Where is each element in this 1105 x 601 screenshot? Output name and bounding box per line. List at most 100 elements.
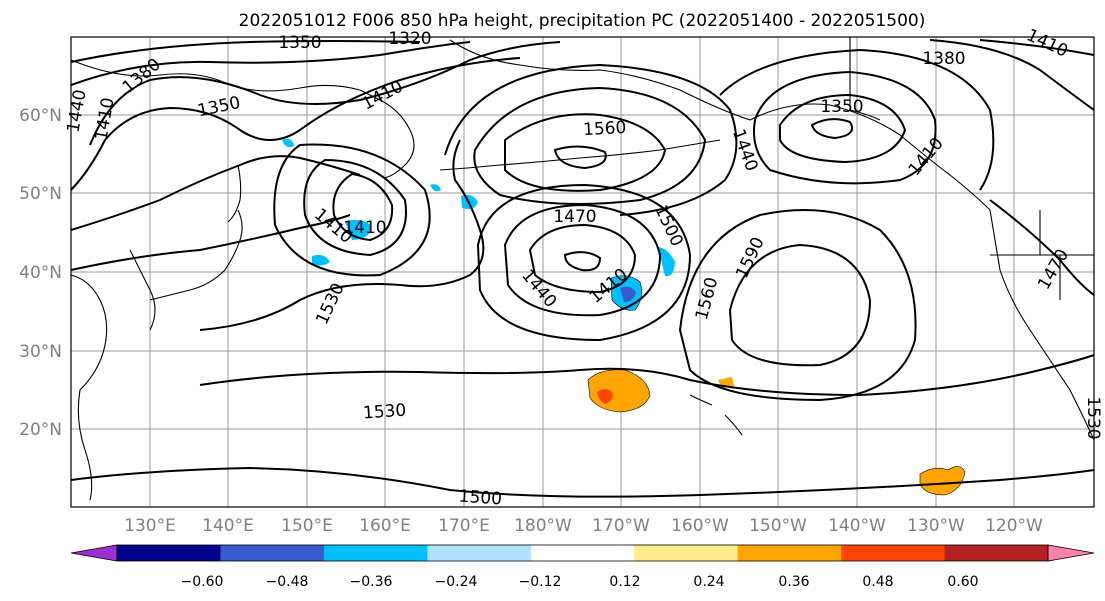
lon-label: 170°W xyxy=(592,516,650,536)
lon-label: 150°W xyxy=(749,516,807,536)
contour-low-1470 xyxy=(503,203,662,317)
colorbar-ticks: −0.60 −0.48 −0.36 −0.24 −0.12 0.12 0.24 … xyxy=(181,574,979,590)
coast-hawaii xyxy=(689,394,743,436)
contour-label: 1320 xyxy=(388,29,431,49)
contour-low-kuril-outer xyxy=(303,158,407,257)
colorbar-tick-label: 0.60 xyxy=(947,574,978,590)
graticule xyxy=(71,37,1094,507)
coast-japan xyxy=(149,209,243,301)
colorbar-cell xyxy=(737,545,842,561)
colorbar-tick-label: −0.60 xyxy=(181,574,224,590)
contour-low-alaska-inner xyxy=(810,118,854,140)
colorbar-cell xyxy=(117,545,221,561)
contour-1470-west xyxy=(70,214,351,271)
lon-label: 130°E xyxy=(124,516,176,536)
contour-1410-ne xyxy=(979,39,1095,56)
lon-label: 170°E xyxy=(438,516,490,536)
coast-aleutians xyxy=(439,139,721,171)
contour-label: 1530 xyxy=(1083,396,1103,439)
contour-high-1530 xyxy=(473,86,707,205)
contour-high-1560 xyxy=(504,113,667,192)
contour-low-1440 xyxy=(528,223,637,294)
colorbar-cell xyxy=(944,545,1049,561)
coast-alaska-west xyxy=(449,39,751,121)
contour-label: 1380 xyxy=(922,49,965,69)
lon-label: 160°W xyxy=(671,516,729,536)
contour-1500-south xyxy=(70,466,1095,498)
colorbar-cell xyxy=(427,545,532,561)
contour-label: 1410 xyxy=(343,218,386,238)
state-borders xyxy=(990,210,1094,300)
lon-label: 140°W xyxy=(828,516,886,536)
lon-label: 150°E xyxy=(281,516,333,536)
precip-negative-east xyxy=(658,247,675,277)
lon-label: 130°W xyxy=(907,516,965,536)
coast-kamchatka xyxy=(379,99,415,179)
contour-low-alaska-outer xyxy=(753,70,937,185)
contour-1440-west xyxy=(70,57,521,191)
colorbar-cell xyxy=(841,545,946,561)
contour-high-1560-east xyxy=(678,209,917,402)
contour-high-1590 xyxy=(728,243,872,367)
colorbar-tick-label: −0.12 xyxy=(519,574,562,590)
precip-negative-small xyxy=(430,184,441,192)
contour-label: 1560 xyxy=(583,118,627,140)
contour-low-alaska xyxy=(779,93,907,164)
contour-1470-east xyxy=(989,199,1095,296)
precip-negative-west xyxy=(312,254,330,266)
precip-shading xyxy=(282,138,966,496)
colorbar-tick-label: 0.12 xyxy=(609,574,640,590)
colorbar-cell xyxy=(530,545,635,561)
lat-label: 60°N xyxy=(19,106,62,126)
contour-low-1410-inner xyxy=(563,251,602,272)
contour-high-1500 xyxy=(444,63,738,216)
colorbar-cell xyxy=(220,545,325,561)
contour-1410-west xyxy=(89,41,561,146)
colorbar-tick-label: −0.24 xyxy=(435,574,478,590)
contour-label: 1470 xyxy=(553,207,596,227)
contour-low-kuril-inner xyxy=(332,172,394,242)
lat-label: 50°N xyxy=(19,184,62,204)
colorbar-outline xyxy=(116,544,1049,562)
contour-low-1500 xyxy=(476,183,692,342)
precip-negative-north xyxy=(282,138,294,148)
lon-label: 180°W xyxy=(514,516,572,536)
coast-china xyxy=(70,274,108,501)
precip-positive-0-36 xyxy=(597,389,613,404)
lat-label: 30°N xyxy=(19,342,62,362)
contour-north-2 xyxy=(70,41,471,86)
figure-title: 2022051012 F006 850 hPa height, precipit… xyxy=(239,11,926,31)
map-frame xyxy=(70,36,1095,508)
colorbar-cells xyxy=(71,545,1094,561)
contour-high-1560-inner xyxy=(553,145,607,170)
contour-1410-east xyxy=(719,48,995,191)
map-panel: 1350 1320 1380 1410 1440 1410 1350 1410 … xyxy=(63,25,1103,509)
colorbar-tick-label: 0.48 xyxy=(862,574,893,590)
border-alaska-canada xyxy=(849,37,881,121)
colorbar-cell xyxy=(323,545,428,561)
colorbar-tick-label: −0.36 xyxy=(350,574,393,590)
precip-positive-east xyxy=(919,466,966,496)
colorbar-extend-high xyxy=(1048,545,1094,561)
lon-labels: 130°E 140°E 150°E 160°E 170°E 180°W 170°… xyxy=(124,516,1043,536)
lon-label: 140°E xyxy=(202,516,254,536)
colorbar-extend-low xyxy=(71,545,117,561)
lon-label: 160°E xyxy=(359,516,411,536)
colorbar-tick-label: 0.36 xyxy=(778,574,809,590)
coast-sakhalin xyxy=(227,164,242,223)
coast-korea xyxy=(129,249,156,331)
lon-label: 120°W xyxy=(985,516,1043,536)
lat-label: 40°N xyxy=(19,263,62,283)
contour-label: 1350 xyxy=(820,97,863,117)
contour-label: 1350 xyxy=(278,33,321,53)
contour-label: 1500 xyxy=(458,487,503,510)
height-contours xyxy=(70,39,1095,498)
colorbar: −0.60 −0.48 −0.36 −0.24 −0.12 0.12 0.24 … xyxy=(70,544,1095,590)
colorbar-cell xyxy=(634,545,739,561)
lat-label: 20°N xyxy=(19,420,62,440)
precip-negative-0-36 xyxy=(620,286,636,302)
contour-north-1 xyxy=(70,40,421,63)
contour-1440-b xyxy=(70,155,361,231)
colorbar-tick-label: 0.24 xyxy=(693,574,724,590)
contour-1530-south xyxy=(199,354,1095,397)
